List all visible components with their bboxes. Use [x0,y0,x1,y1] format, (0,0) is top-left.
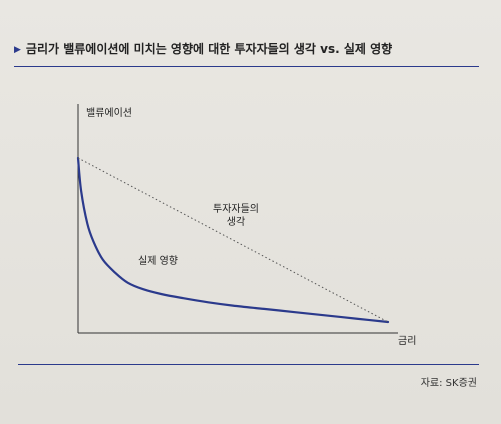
y-axis-label: 밸류에이션 [86,107,132,119]
title-marker-icon: ▶ [14,45,21,55]
figure-title: ▶ 금리가 밸류에이션에 미치는 영향에 대한 투자자들의 생각 vs. 실제 영… [14,40,392,57]
series-line-actual-effect [76,156,390,324]
chart-axes: 밸류에이션 금리 [77,104,416,347]
title-rule [14,66,479,67]
annotation-actual-effect-line: 실제 영향 [138,255,178,267]
annotation-investor-belief: 투자자들의 생각 [213,203,259,228]
series-layer [76,156,390,324]
bottom-rule [18,364,479,365]
series-line-investor-belief [77,157,389,323]
x-axis-label: 금리 [398,335,416,347]
source-note: 자료: SK증권 [420,378,477,389]
annotation-actual-effect: 실제 영향 [138,255,178,267]
annotation-investor-belief-line: 투자자들의 [213,203,259,215]
annotation-investor-belief-line: 생각 [227,216,245,228]
figure-title-text: 금리가 밸류에이션에 미치는 영향에 대한 투자자들의 생각 vs. 실제 영향 [25,42,393,56]
